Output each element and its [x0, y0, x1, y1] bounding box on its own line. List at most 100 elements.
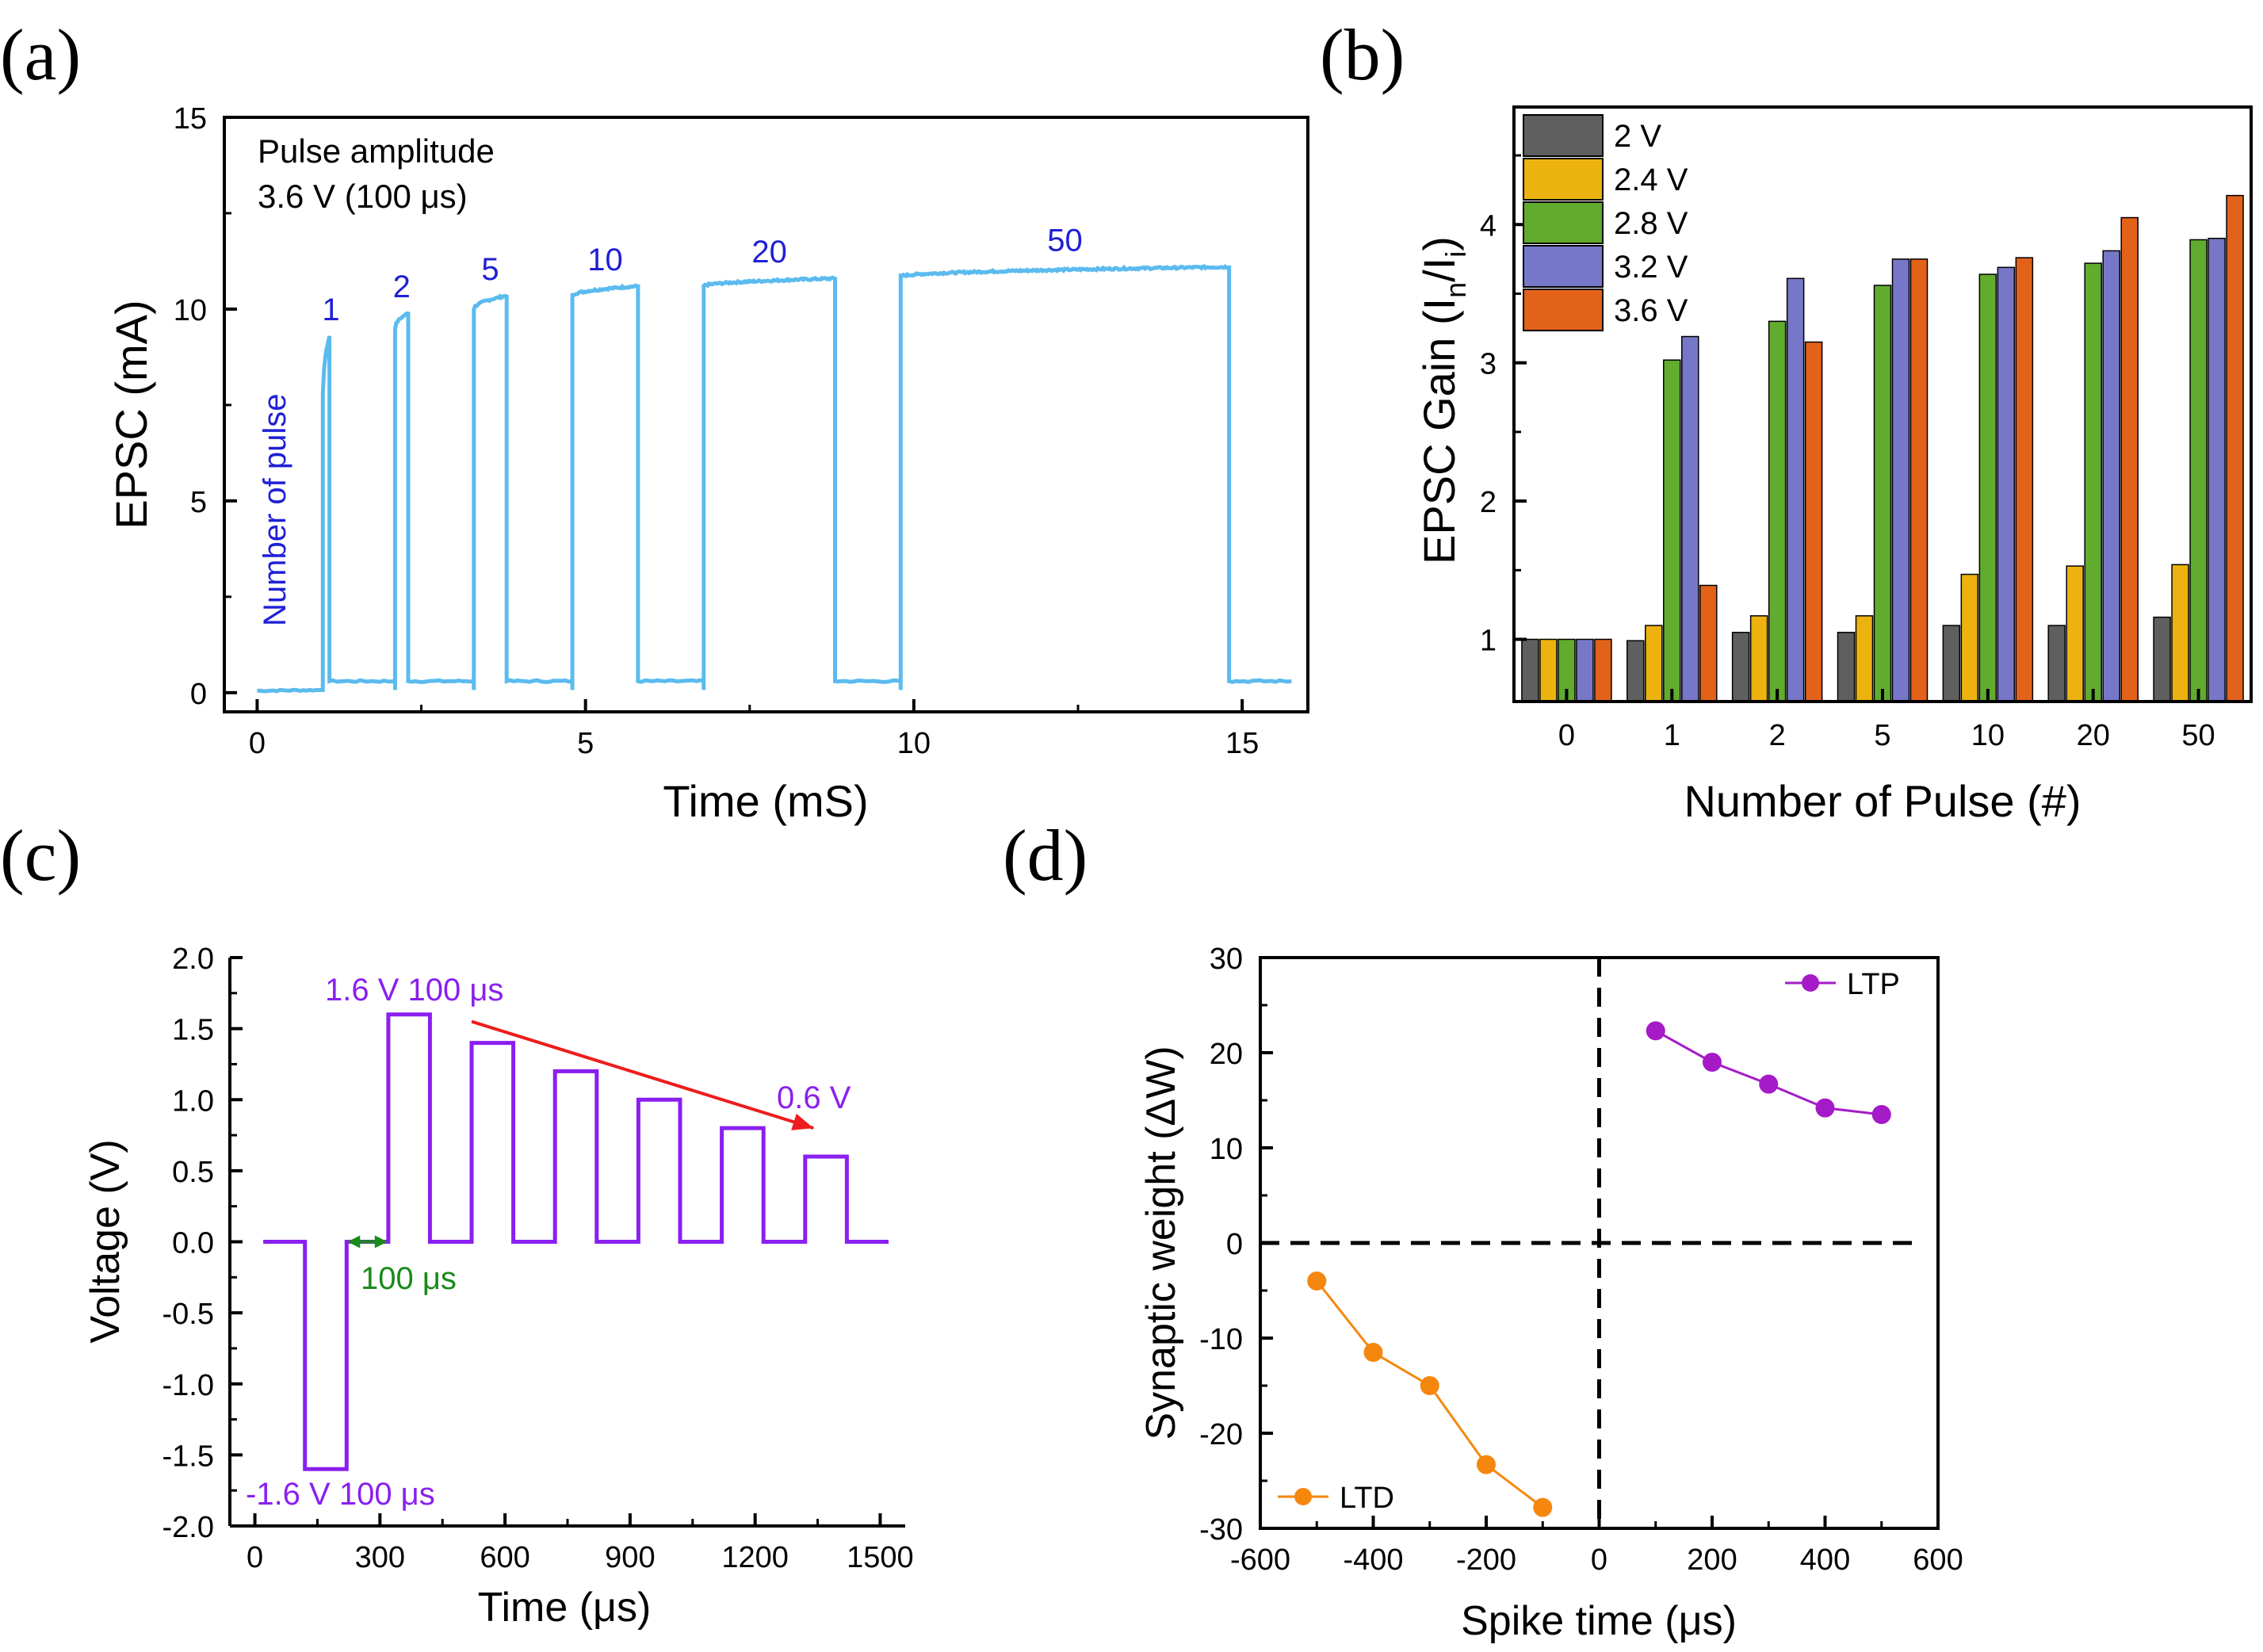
panel-a-frame — [223, 116, 1309, 713]
d-data-point — [1307, 1272, 1327, 1291]
b-bar — [1663, 359, 1681, 702]
d-ytick-label: 0 — [1226, 1228, 1243, 1261]
b-legend-swatch — [1523, 201, 1604, 244]
panel-d-ylabel: Synaptic weight (ΔW) — [1138, 1046, 1184, 1440]
panel-d-letter: (d) — [1003, 815, 1088, 896]
panel-c-annotation-end: 0.6 V — [777, 1080, 851, 1115]
a-ytick-label: 15 — [174, 102, 207, 136]
panel-b-ticks: 1 2 3 4 0 1 2 5 10 20 50 — [1480, 154, 2215, 752]
d-xtick-label: -200 — [1456, 1543, 1516, 1577]
d-xtick-label: -600 — [1230, 1543, 1290, 1577]
panel-c-xlabel: Time (μs) — [478, 1585, 652, 1631]
c-xtick-label: 1200 — [721, 1541, 789, 1574]
panel-d: (d) -600 -400 -200 0 200 400 600 -30 -20 -10 0 10 20… — [1003, 815, 1963, 1644]
b-xtick-label: 20 — [2077, 719, 2110, 752]
a-pulse-label: 20 — [751, 235, 787, 270]
panel-b-ylabel-main: EPSC Gain (I — [1414, 298, 1464, 564]
b-legend-label: 2.8 V — [1614, 206, 1688, 241]
panel-c-annotation-gap: 100 μs — [361, 1261, 457, 1296]
b-bar — [1909, 258, 1929, 702]
d-data-point — [1420, 1376, 1439, 1395]
panel-a-plot: 1 2 5 10 20 50 — [257, 224, 1292, 694]
b-xtick-label: 2 — [1769, 719, 1786, 752]
c-gap-arrowhead-right — [374, 1235, 388, 1249]
d-series-line — [1655, 1030, 1882, 1116]
b-bar — [1997, 266, 2016, 702]
a-pulse-label: 2 — [393, 270, 411, 304]
b-bar — [2102, 250, 2120, 702]
panel-a-letter: (a) — [0, 14, 81, 95]
b-bar — [1873, 285, 1892, 702]
d-xtick-label: 600 — [1913, 1543, 1963, 1577]
d-ytick-label: -10 — [1199, 1323, 1243, 1356]
c-xtick-label: 600 — [480, 1541, 529, 1574]
b-bar — [2084, 262, 2102, 702]
panel-c-plot — [263, 1012, 889, 1471]
panel-a-annotation-line1: Pulse amplitude — [258, 132, 495, 170]
a-xtick-label: 15 — [1225, 727, 1259, 760]
d-data-point — [1646, 1021, 1665, 1041]
d-xtick-label: 200 — [1687, 1543, 1737, 1577]
d-data-point — [1477, 1455, 1496, 1474]
panel-b-ylabel-close: ) — [1414, 236, 1464, 251]
d-legend-marker — [1294, 1488, 1312, 1505]
c-ytick-label: 1.5 — [172, 1014, 214, 1047]
d-ytick-label: -30 — [1199, 1513, 1243, 1547]
panel-c-annotation-top: 1.6 V 100 μs — [325, 973, 503, 1008]
b-bar — [1978, 273, 1997, 702]
c-ytick-label: 1.0 — [172, 1084, 214, 1118]
panel-b-letter: (b) — [1320, 14, 1405, 95]
c-xtick-label: 900 — [605, 1541, 655, 1574]
d-data-point — [1871, 1105, 1891, 1124]
panel-b-bars — [1521, 194, 2244, 702]
b-bar — [1891, 258, 1910, 702]
panel-a-side-label: Number of pulse — [258, 394, 292, 626]
panel-a: (a) Pulse amplitude 3.6 V (100 μs) 1 2 5 10… — [0, 14, 1309, 826]
b-bar — [2047, 625, 2066, 702]
b-ytick-label: 4 — [1480, 209, 1497, 243]
panel-b-ylabel-slash: /I — [1414, 258, 1464, 282]
d-data-point — [1815, 1098, 1835, 1118]
b-xtick-label: 0 — [1558, 719, 1575, 752]
c-trend-arrow — [471, 1019, 814, 1130]
panel-c-ylabel: Voltage (V) — [82, 1139, 128, 1343]
panel-a-xlabel: Time (mS) — [663, 776, 868, 826]
a-pulse-label: 1 — [322, 293, 339, 327]
a-xtick-label: 5 — [577, 727, 594, 760]
b-legend-swatch — [1523, 289, 1604, 331]
c-trend-arrowhead — [791, 1113, 814, 1130]
a-pulse-label: 50 — [1047, 224, 1083, 258]
b-xtick-label: 5 — [1874, 719, 1890, 752]
b-bar — [2015, 257, 2034, 702]
b-ytick-label: 1 — [1480, 625, 1497, 658]
b-bar — [1594, 638, 1612, 702]
b-bar — [1942, 625, 1961, 702]
b-bar — [1576, 638, 1594, 702]
b-bar — [1699, 584, 1718, 702]
panel-b-xlabel: Number of Pulse (#) — [1684, 776, 2081, 826]
b-xtick-label: 10 — [1971, 719, 2005, 752]
c-ytick-label: -2.0 — [162, 1511, 214, 1544]
panel-d-xlabel: Spike time (μs) — [1461, 1598, 1737, 1644]
d-ytick-label: 10 — [1210, 1133, 1243, 1166]
c-xtick-label: 1500 — [847, 1541, 914, 1574]
panel-b-legend: 2 V 2.4 V 2.8 V 3.2 V 3.6 V — [1523, 114, 1688, 331]
d-legend-label: LTD — [1340, 1482, 1394, 1515]
c-ytick-label: -1.0 — [162, 1369, 214, 1402]
b-bar — [2066, 565, 2084, 702]
panel-c-letter: (c) — [0, 815, 81, 896]
panel-b-ylabel-sub-i: i — [1439, 251, 1472, 258]
c-xtick-label: 300 — [355, 1541, 405, 1574]
a-ytick-label: 10 — [174, 294, 207, 327]
a-pulse-label: 5 — [481, 252, 499, 287]
b-legend-label: 3.2 V — [1614, 250, 1688, 285]
d-data-point — [1703, 1053, 1722, 1072]
b-bar — [2120, 216, 2139, 702]
c-ytick-label: 0.5 — [172, 1156, 214, 1189]
b-bar — [2171, 564, 2189, 702]
c-ytick-label: 0.0 — [172, 1227, 214, 1260]
b-legend-swatch — [1523, 158, 1604, 201]
c-ytick-label: 2.0 — [172, 943, 214, 976]
b-ytick-label: 3 — [1480, 348, 1497, 381]
